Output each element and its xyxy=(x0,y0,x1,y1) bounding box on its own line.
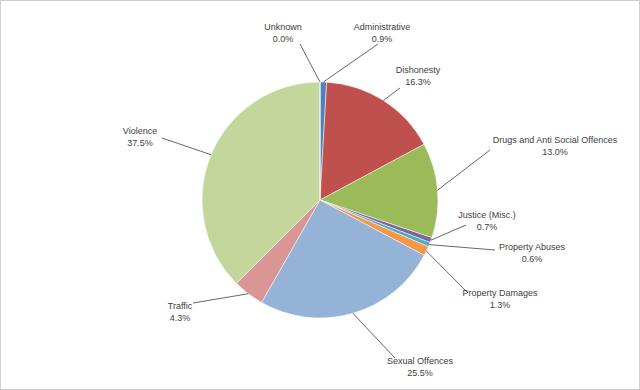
leader-line xyxy=(162,138,211,155)
value-label: 1.3% xyxy=(490,300,511,310)
leader-line xyxy=(431,225,466,240)
leader-lines xyxy=(162,44,495,358)
category-label: Drugs and Anti Social Offences xyxy=(493,135,618,145)
slices xyxy=(202,82,438,318)
leader-line xyxy=(353,313,395,358)
chart: Administrative 0.9% Dishonesty 16.3% Drugs a… xyxy=(0,0,640,390)
leader-line xyxy=(429,245,495,250)
pie-slice xyxy=(202,82,320,283)
category-label: Violence xyxy=(123,126,157,136)
category-label: Justice (Misc.) xyxy=(458,210,516,220)
leader-line xyxy=(193,294,248,303)
value-label: 0.9% xyxy=(372,34,393,44)
value-label: 4.3% xyxy=(170,313,191,323)
value-label: 16.3% xyxy=(405,77,431,87)
category-label: Dishonesty xyxy=(396,65,441,75)
value-label: 13.0% xyxy=(542,147,568,157)
leader-line xyxy=(300,44,320,82)
chart-frame xyxy=(1,1,640,390)
category-label: Traffic xyxy=(168,301,193,311)
category-label: Property Abuses xyxy=(499,242,566,252)
category-label: Sexual Offences xyxy=(387,356,453,366)
category-label: Unknown xyxy=(264,22,302,32)
leader-line xyxy=(383,88,400,101)
value-label: 0.6% xyxy=(522,254,543,264)
leader-line xyxy=(426,251,468,293)
leader-line xyxy=(438,150,490,190)
value-label: 37.5% xyxy=(127,138,153,148)
value-label: 0.7% xyxy=(477,222,498,232)
value-label: 0.0% xyxy=(273,34,294,44)
value-label: 25.5% xyxy=(407,368,433,378)
pie-slice xyxy=(320,82,321,200)
category-label: Property Damages xyxy=(462,288,538,298)
category-label: Administrative xyxy=(354,22,411,32)
data-labels: Administrative 0.9% Dishonesty 16.3% Drugs a… xyxy=(123,22,618,378)
leader-line xyxy=(323,44,378,82)
